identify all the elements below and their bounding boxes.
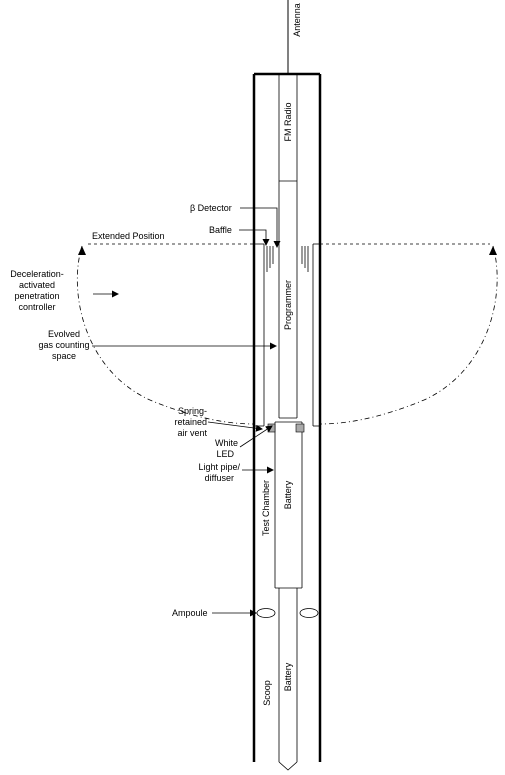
battery-lower-label: Battery <box>283 662 293 691</box>
svg-text:space: space <box>52 351 76 361</box>
extended-position-label: Extended Position <box>92 231 165 241</box>
extended-position-arc <box>76 243 498 425</box>
right-chamber-wall <box>312 243 320 427</box>
battery-upper-label: Battery <box>283 480 293 509</box>
evolved-gas-label: Evolved gas counting space <box>38 329 89 361</box>
ampoule-label: Ampoule <box>172 608 208 618</box>
svg-text:penetration: penetration <box>14 291 59 301</box>
test-chamber-label: Test Chamber <box>261 480 271 536</box>
baffle-fins <box>266 246 309 272</box>
white-led-label: White LED <box>215 438 238 459</box>
antenna-label: Antenna <box>292 3 302 37</box>
svg-text:controller: controller <box>18 302 55 312</box>
programmer-label: Programmer <box>283 280 293 330</box>
beta-detector-label: β Detector <box>190 203 232 213</box>
svg-text:Spring-: Spring- <box>178 406 207 416</box>
deceleration-controller-label: Deceleration- activated penetration cont… <box>10 269 64 312</box>
light-pipe-label: Light pipe/ diffuser <box>198 462 240 483</box>
leader-lines <box>92 207 281 617</box>
svg-text:Deceleration-: Deceleration- <box>10 269 64 279</box>
svg-text:air vent: air vent <box>177 428 207 438</box>
ampoules <box>256 608 319 618</box>
left-chamber-wall <box>254 243 265 427</box>
outer-casing <box>252 72 322 762</box>
scoop-label: Scoop <box>262 680 272 706</box>
svg-text:activated: activated <box>19 280 55 290</box>
svg-text:diffuser: diffuser <box>205 473 234 483</box>
svg-text:LED: LED <box>216 449 234 459</box>
svg-text:retained: retained <box>174 417 207 427</box>
fm-radio-label: FM Radio <box>283 102 293 141</box>
svg-text:Light pipe/: Light pipe/ <box>198 462 240 472</box>
svg-text:Evolved: Evolved <box>48 329 80 339</box>
svg-text:White: White <box>215 438 238 448</box>
svg-text:gas counting: gas counting <box>38 340 89 350</box>
baffle-label: Baffle <box>209 225 232 235</box>
spring-air-vent-label: Spring- retained air vent <box>174 406 207 438</box>
